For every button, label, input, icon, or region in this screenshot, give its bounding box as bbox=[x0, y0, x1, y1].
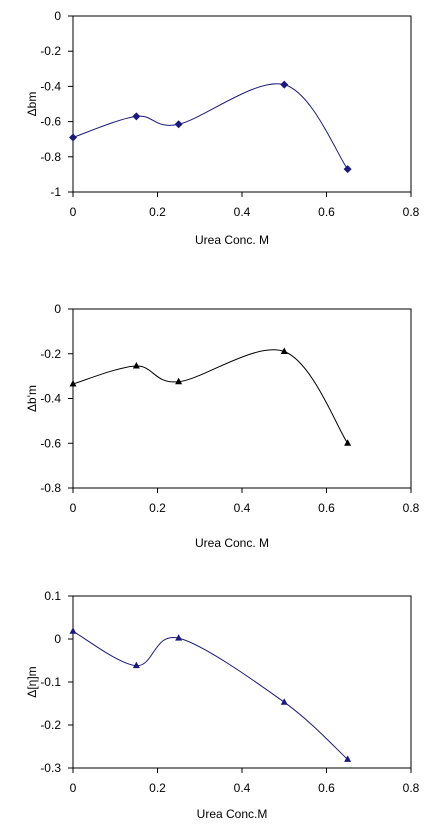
x-tick-label: 0.6 bbox=[318, 501, 335, 515]
y-tick-label: 0.1 bbox=[44, 589, 61, 603]
x-tick-label: 0.8 bbox=[403, 205, 420, 219]
x-tick-label: 0.8 bbox=[403, 781, 420, 795]
data-point bbox=[69, 627, 77, 634]
y-axis-label: Δb'm bbox=[25, 385, 39, 412]
data-point bbox=[344, 439, 352, 446]
y-tick-label: -0.8 bbox=[40, 150, 61, 164]
y-tick-label: -0.4 bbox=[40, 79, 61, 93]
series-line bbox=[72, 630, 348, 760]
y-axis-label: Δbm bbox=[25, 92, 39, 117]
y-tick-label: -0.3 bbox=[40, 761, 61, 775]
x-axis-label: Urea Conc.M bbox=[197, 807, 268, 821]
y-tick-label: -0.2 bbox=[40, 44, 61, 58]
data-point bbox=[343, 165, 352, 174]
x-tick-label: 0 bbox=[70, 501, 77, 515]
y-tick-label: -0.6 bbox=[40, 115, 61, 129]
data-point bbox=[132, 112, 141, 121]
y-tick-label: 0 bbox=[54, 632, 61, 646]
plot-frame bbox=[72, 15, 412, 193]
x-tick-label: 0.8 bbox=[403, 501, 420, 515]
y-tick-label: -1 bbox=[50, 185, 61, 199]
data-point bbox=[69, 133, 77, 142]
x-tick-label: 0.2 bbox=[149, 781, 166, 795]
x-axis-label: Urea Conc. M bbox=[195, 233, 269, 247]
data-point bbox=[174, 120, 183, 129]
x-tick-label: 0.6 bbox=[318, 205, 335, 219]
x-tick-label: 0.2 bbox=[149, 501, 166, 515]
data-point bbox=[132, 661, 140, 669]
y-tick-label: -0.2 bbox=[40, 347, 61, 361]
chart-2: 0 -0.2 -0.4 -0.6 -0.8 0 0.2 0.4 0.6 0.8 Urea Conc.… bbox=[25, 302, 420, 550]
data-point bbox=[280, 80, 289, 89]
y-tick-label: -0.1 bbox=[40, 675, 61, 689]
x-tick-label: 0 bbox=[70, 781, 77, 795]
x-tick-label: 0 bbox=[70, 205, 77, 219]
x-tick-label: 0.4 bbox=[234, 781, 251, 795]
data-point bbox=[175, 377, 183, 385]
x-tick-label: 0.2 bbox=[149, 205, 166, 219]
plot-frame bbox=[72, 308, 412, 489]
y-tick-label: 0 bbox=[54, 9, 61, 23]
x-axis-label: Urea Conc. M bbox=[195, 536, 269, 550]
y-axis-label: Δ[η]m bbox=[25, 666, 39, 697]
data-point bbox=[280, 698, 288, 705]
data-point bbox=[69, 379, 77, 387]
x-tick-label: 0.4 bbox=[234, 501, 251, 515]
data-point bbox=[280, 347, 288, 355]
data-point bbox=[132, 362, 140, 369]
data-point bbox=[344, 755, 352, 762]
chart-1: 0 -0.2 -0.4 -0.6 -0.8 -1 0 0.2 0.4 0.6 0.8 Urea Con… bbox=[25, 9, 420, 247]
y-tick-label: -0.2 bbox=[40, 718, 61, 732]
y-tick-label: 0 bbox=[54, 302, 61, 316]
chart-3: 0.1 0 -0.1 -0.2 -0.3 0 0.2 0.4 0.6 0.8 Urea Conc.M… bbox=[25, 589, 420, 821]
plot-frame bbox=[72, 595, 412, 769]
y-tick-label: -0.4 bbox=[40, 392, 61, 406]
data-point bbox=[175, 634, 183, 641]
x-tick-label: 0.6 bbox=[318, 781, 335, 795]
series-line bbox=[72, 83, 349, 170]
y-tick-label: -0.8 bbox=[40, 481, 61, 495]
series-line bbox=[72, 349, 349, 444]
y-tick-label: -0.6 bbox=[40, 436, 61, 450]
x-tick-label: 0.4 bbox=[234, 205, 251, 219]
